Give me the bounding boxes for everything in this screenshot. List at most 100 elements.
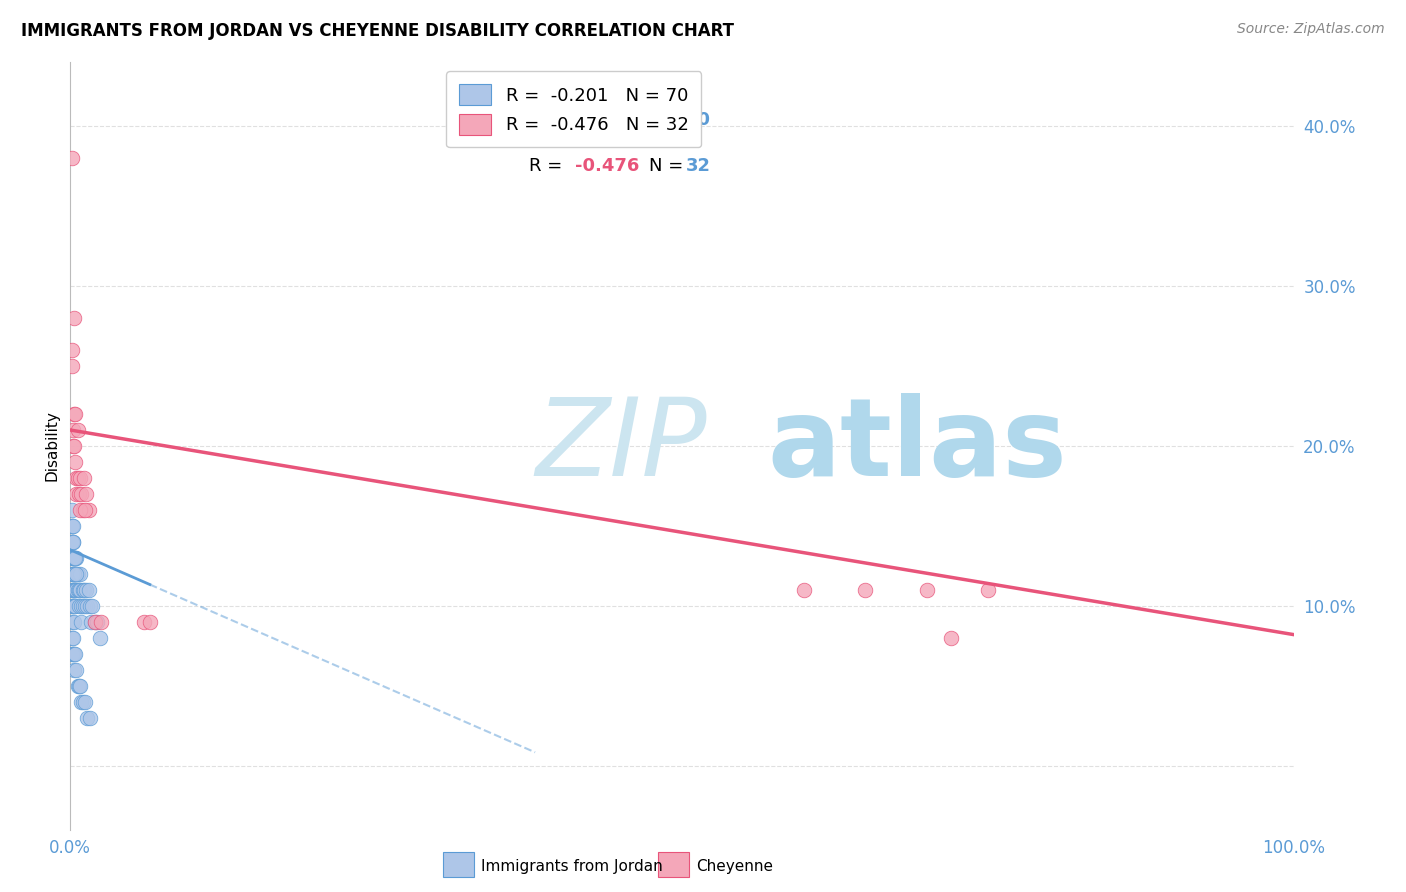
Legend: R =  -0.201   N = 70, R =  -0.476   N = 32: R = -0.201 N = 70, R = -0.476 N = 32	[446, 71, 702, 147]
Point	[63, 550, 86, 565]
Point	[69, 582, 91, 597]
Point	[60, 599, 83, 613]
Point	[132, 615, 155, 629]
Point	[63, 566, 86, 581]
Point	[67, 487, 90, 501]
Point	[63, 311, 86, 326]
Point	[63, 582, 86, 597]
Point	[60, 534, 83, 549]
Point	[76, 711, 98, 725]
Point	[939, 631, 962, 645]
Point	[63, 455, 86, 469]
Text: N =: N =	[650, 157, 689, 175]
Text: Source: ZipAtlas.com: Source: ZipAtlas.com	[1237, 22, 1385, 37]
Point	[62, 566, 84, 581]
Point	[139, 615, 162, 629]
Point	[60, 534, 83, 549]
Point	[66, 679, 89, 693]
Point	[60, 343, 83, 357]
Point	[65, 487, 87, 501]
Point	[80, 615, 103, 629]
Text: -0.476: -0.476	[575, 157, 640, 175]
Point	[793, 582, 815, 597]
Point	[65, 663, 87, 677]
Point	[73, 582, 96, 597]
Point	[69, 503, 91, 517]
Point	[60, 566, 83, 581]
Point	[75, 582, 97, 597]
Point	[60, 582, 83, 597]
Point	[63, 582, 86, 597]
Point	[62, 550, 84, 565]
Point	[60, 647, 83, 661]
Point	[66, 582, 89, 597]
Point	[63, 550, 86, 565]
Point	[62, 519, 84, 533]
Point	[72, 582, 94, 597]
Text: Cheyenne: Cheyenne	[696, 859, 773, 873]
Point	[63, 663, 86, 677]
Point	[62, 582, 84, 597]
Point	[83, 615, 105, 629]
Point	[73, 471, 96, 485]
Text: R =: R =	[529, 111, 568, 129]
Point	[60, 519, 83, 533]
Point	[855, 582, 877, 597]
Point	[77, 582, 100, 597]
Point	[65, 582, 87, 597]
Point	[89, 631, 111, 645]
Text: Immigrants from Jordan: Immigrants from Jordan	[481, 859, 662, 873]
Point	[67, 582, 90, 597]
Point	[915, 582, 938, 597]
Point	[67, 599, 90, 613]
Point	[62, 439, 84, 453]
Point	[60, 615, 83, 629]
Point	[63, 599, 86, 613]
Point	[62, 534, 84, 549]
Point	[60, 359, 83, 373]
Point	[66, 566, 89, 581]
Point	[60, 151, 83, 165]
Point	[66, 423, 89, 437]
Point	[62, 647, 84, 661]
Point	[73, 599, 96, 613]
Point	[63, 407, 86, 421]
Point	[65, 550, 87, 565]
Point	[60, 550, 83, 565]
Point	[63, 407, 86, 421]
Point	[77, 503, 100, 517]
Point	[65, 471, 87, 485]
Y-axis label: Disability: Disability	[44, 410, 59, 482]
Point	[79, 599, 101, 613]
Text: ZIP: ZIP	[536, 393, 707, 499]
Point	[62, 599, 84, 613]
Point	[63, 599, 86, 613]
Point	[62, 534, 84, 549]
Point	[63, 566, 86, 581]
Point	[82, 599, 104, 613]
Point	[63, 566, 86, 581]
Text: -0.201: -0.201	[575, 111, 640, 129]
Point	[63, 647, 86, 661]
Point	[69, 471, 91, 485]
Point	[60, 631, 83, 645]
Text: 70: 70	[686, 111, 710, 129]
Point	[63, 550, 86, 565]
Point	[73, 695, 96, 709]
Point	[72, 599, 94, 613]
Text: IMMIGRANTS FROM JORDAN VS CHEYENNE DISABILITY CORRELATION CHART: IMMIGRANTS FROM JORDAN VS CHEYENNE DISAB…	[21, 22, 734, 40]
Point	[79, 711, 101, 725]
Point	[66, 471, 89, 485]
Point	[69, 566, 91, 581]
Point	[70, 615, 93, 629]
Point	[60, 519, 83, 533]
Point	[63, 439, 86, 453]
Point	[75, 487, 97, 501]
Point	[72, 503, 94, 517]
Point	[70, 599, 93, 613]
Point	[70, 695, 93, 709]
Point	[90, 615, 112, 629]
Text: R =: R =	[529, 157, 568, 175]
Point	[83, 615, 105, 629]
Point	[69, 679, 91, 693]
